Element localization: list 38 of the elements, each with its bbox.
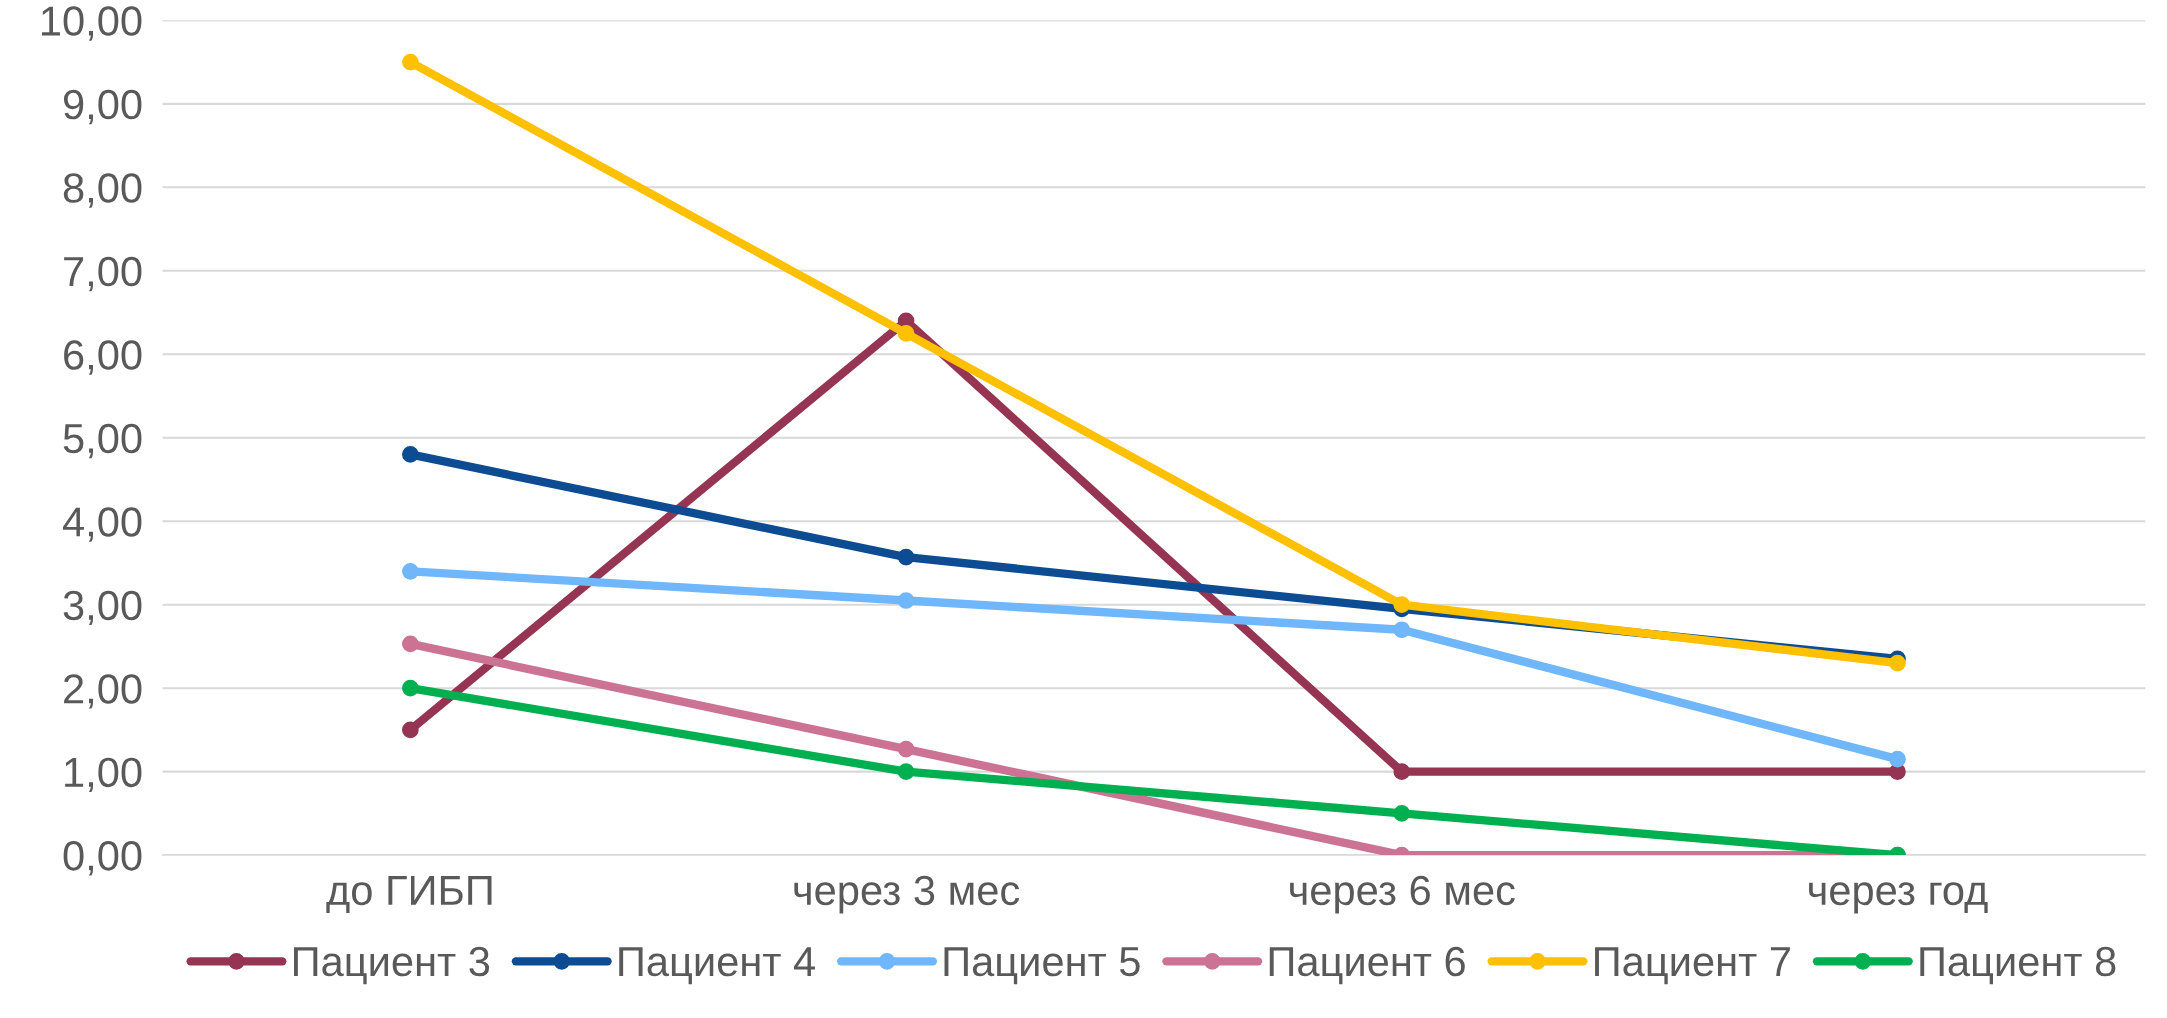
- legend-label: Пациент 7: [1595, 947, 1790, 985]
- x-tick-label: до ГИБП: [326, 876, 492, 914]
- legend-label: Пациент 5: [944, 947, 1140, 985]
- point: [402, 562, 419, 580]
- point: [402, 679, 419, 697]
- y-tick-label: 3,00: [63, 590, 142, 626]
- x-tick-label: через год: [1809, 882, 1988, 914]
- legend-label: Пациент 4: [619, 947, 815, 985]
- y-tick-label: 5,00: [63, 423, 142, 459]
- y-tick-label: 4,00: [62, 507, 142, 542]
- legend-label: Пациент 6: [1269, 946, 1465, 985]
- legend-label: Пациент 8: [1920, 946, 2116, 985]
- y-tick-label: 7,00: [64, 256, 142, 292]
- point: [402, 53, 419, 71]
- point: [1393, 596, 1411, 614]
- point: [1393, 805, 1411, 822]
- point: [1393, 621, 1411, 639]
- point: [1393, 763, 1411, 780]
- x-tick-label: через 6 мес: [1290, 875, 1515, 914]
- legend-label: Пациент 3: [293, 946, 490, 985]
- point: [402, 721, 419, 739]
- y-tick-label: 8,00: [63, 173, 142, 208]
- y-tick-label: 0,00: [63, 841, 142, 876]
- point: [897, 592, 915, 609]
- point: [897, 740, 915, 758]
- y-tick-label: 6,00: [64, 340, 142, 375]
- x-tick-label: через 3 мес: [794, 875, 1020, 914]
- point: [402, 635, 419, 653]
- point: [897, 763, 915, 780]
- point: [1889, 750, 1906, 768]
- point: [1889, 654, 1906, 672]
- y-tick-label: 9,00: [63, 89, 142, 125]
- y-tick-label: 1,00: [65, 757, 142, 793]
- y-tick-label: 2,00: [64, 674, 142, 709]
- point: [897, 548, 915, 566]
- point: [897, 325, 915, 342]
- point: [402, 446, 419, 463]
- y-tick-label: 10,00: [42, 6, 142, 41]
